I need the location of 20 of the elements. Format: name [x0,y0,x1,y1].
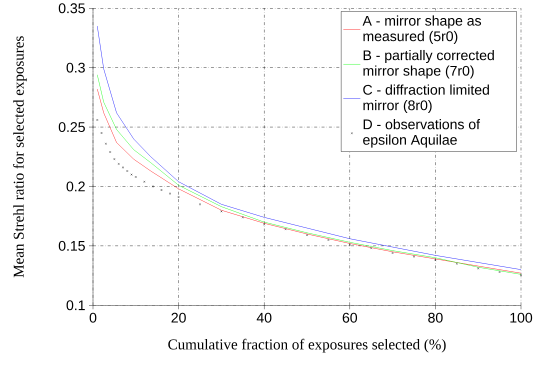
point [130,173,133,176]
x-axis-title: Cumulative fraction of exposures selected (%) [168,338,446,352]
legend-label: C - diffraction limited mirror (8r0) [363,84,489,113]
x-tick-label: 40 [256,312,272,323]
y-tick-label: 0.3 [66,62,85,73]
legend-label: B - partially corrected mirror shape (7r0) [363,50,494,78]
x-tick-label: 80 [428,312,443,323]
y-tick-label: 0.2 [66,181,85,192]
y-tick-label: 0.25 [58,122,85,132]
y-tick-label: 0.15 [58,240,85,251]
x-tick-label: 60 [342,312,358,323]
legend-label: A - mirror shape as measured (5r0) [362,15,482,44]
x-tick-label: 100 [510,312,532,323]
x-tick-label: 0 [90,312,96,323]
y-tick-label: 0.35 [58,3,85,14]
legend-label: D - observations of epsilon Aquilae [363,118,480,148]
point [168,192,172,195]
y-axis-title: Mean Strehl ratio for selected exposures [13,36,27,278]
y-tick-label: 0.1 [66,300,85,310]
x-tick-label: 20 [172,312,186,323]
